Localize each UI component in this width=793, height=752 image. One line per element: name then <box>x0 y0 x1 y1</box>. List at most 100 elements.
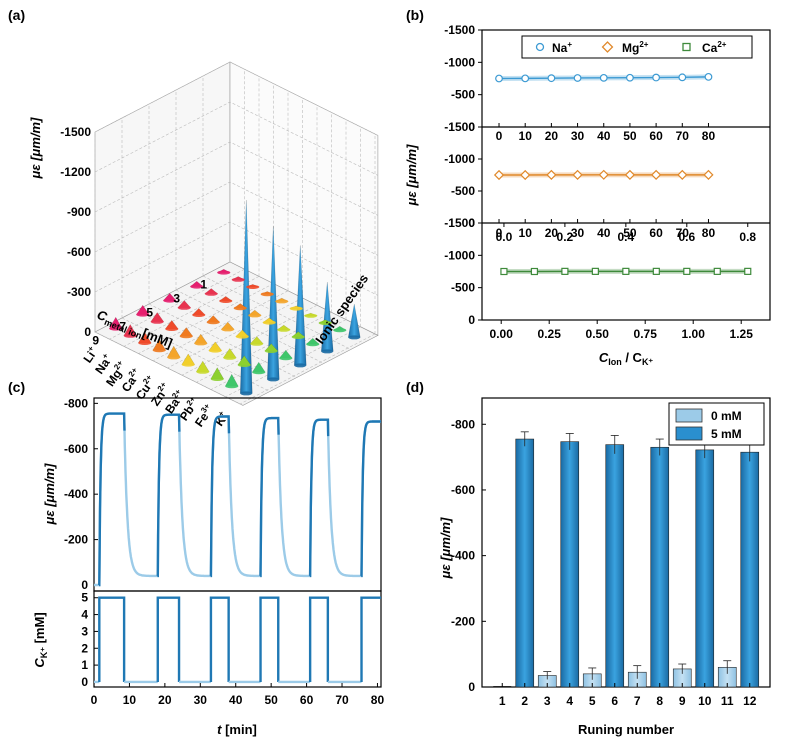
b-point <box>683 267 691 275</box>
a-z-gridline <box>94 141 379 216</box>
a-cone-base <box>237 363 251 367</box>
b-x-tick-label: 0.0 <box>496 230 513 244</box>
b-point <box>493 169 505 181</box>
b-bottom-x-tick-label: 0.75 <box>634 327 658 341</box>
d-x-tick-label: 9 <box>679 694 686 708</box>
d-frame <box>481 397 771 688</box>
b-x-tick-label: 20 <box>545 129 559 143</box>
a-z-tick-label: -1200 <box>60 165 91 179</box>
d-x-tick-label: 4 <box>566 694 573 708</box>
a-cone-base <box>264 349 278 353</box>
b-legend-ca-marker <box>682 42 691 52</box>
a-cone-base <box>348 335 361 340</box>
a-cone-base <box>250 341 264 346</box>
a-cone-base <box>194 341 208 346</box>
c-bottom-y-axis-label: CK⁺ [mM] <box>32 612 49 667</box>
c-x-axis-label: t [min] <box>217 722 257 737</box>
b-point <box>678 73 687 82</box>
a-cone-base <box>221 327 235 332</box>
d-x-tick-label: 3 <box>544 694 551 708</box>
a-cone-base <box>179 334 193 339</box>
a-floor-gridline <box>138 283 274 354</box>
c-pulse-high <box>308 596 330 682</box>
b-x-tick-label: 0 <box>496 129 503 143</box>
b-point <box>744 267 752 275</box>
a-cone-base <box>306 342 320 347</box>
b-point <box>652 267 660 275</box>
b-x-tick-label: 0.8 <box>739 230 756 244</box>
a-z-tick-labels: -1500 -1200 -900 -600 -300 0 <box>60 125 91 339</box>
b-y-tick-label: -1000 <box>444 248 475 262</box>
b-y-tick-label: 0 <box>468 216 475 230</box>
b-x-tick-label: 10 <box>519 129 533 143</box>
c-x-tick-label: 10 <box>123 693 137 707</box>
panel-label-c: (c) <box>8 379 25 395</box>
c-strain-curve-dark <box>360 420 381 578</box>
d-x-axis-label: Runing number <box>578 722 674 737</box>
c-top-y-axis-label: με [μm/m] <box>42 463 57 526</box>
b-point <box>598 169 609 180</box>
a-ion-label-sup: + <box>100 351 110 360</box>
a-cone-base <box>262 320 276 325</box>
a-cone-base <box>190 284 204 289</box>
a-cone-base <box>206 320 220 325</box>
c-strain-curve-dark <box>209 415 231 578</box>
d-legend: 0 mM 5 mM <box>668 402 765 446</box>
a-cone-base <box>217 270 231 275</box>
c-bottom-y-tick-label: 2 <box>81 641 88 655</box>
b-x-tick-label: 80 <box>702 226 716 240</box>
a-ion-label-group: Fe3+ <box>191 402 217 430</box>
d-bar <box>740 451 760 688</box>
b-y-tick-label: -1500 <box>444 216 475 230</box>
a-cone-base <box>150 319 164 324</box>
c-bottom-y-tick-label: 5 <box>81 591 88 605</box>
d-x-tick-label: 8 <box>656 694 663 708</box>
a-floor-gridline <box>167 297 303 369</box>
a-cone-base <box>208 348 222 353</box>
a-floor-gridline <box>239 333 376 405</box>
b-point <box>599 73 608 82</box>
c-top-y-tick-label: 0 <box>81 578 88 592</box>
a-conc-tick-label: 1 <box>200 278 207 292</box>
a-cone-base <box>235 334 249 339</box>
c-x-tick-label: 0 <box>91 693 98 707</box>
a-ion-label: Fe3+ <box>191 402 217 430</box>
a-grid-walls <box>94 61 379 406</box>
a-cone-base <box>304 313 318 318</box>
a-conc-tick-labels: 9 7 5 3 1 <box>92 278 207 348</box>
b-point <box>626 73 634 82</box>
b-point <box>704 72 713 81</box>
b-point <box>561 267 569 275</box>
a-conc-tick-label: 7 <box>119 320 126 334</box>
a-cone-base <box>231 277 245 282</box>
a-cone-base <box>204 291 218 296</box>
b-point <box>495 74 503 83</box>
b-bottom-x-tick-label: 0.00 <box>490 327 514 341</box>
a-cone-base <box>279 356 293 361</box>
b-point <box>651 169 662 180</box>
c-x-tick-label: 30 <box>194 693 208 707</box>
b-bottom-x-tick-label: 0.50 <box>586 327 610 341</box>
a-z-tick-label: -1500 <box>60 125 91 139</box>
d-bar <box>695 449 715 688</box>
b-y-tick-label: -1000 <box>444 152 475 166</box>
c-strain-curve-light <box>94 412 381 587</box>
b-legend: Na+ Mg2+ Ca2+ <box>521 35 753 59</box>
b-x-axis-label: CIon / CK⁺ <box>599 350 654 367</box>
panel-b-chart: -1500 -1000 -500 0 0 10 20 30 40 50 60 70 80 -1500 -10… <box>404 23 771 367</box>
a-conc-tick-label: 9 <box>92 334 99 348</box>
b-point <box>520 169 531 181</box>
d-legend-5mm-label: 5 mM <box>711 427 742 441</box>
a-ion-label-sup: + <box>216 409 226 418</box>
a-conc-tick-label: 3 <box>173 292 180 306</box>
a-cone-base <box>240 391 253 396</box>
b-y-tick-label: 0 <box>468 313 475 327</box>
c-x-tick-label: 40 <box>229 693 243 707</box>
a-cone-base <box>167 355 181 360</box>
b-y-axis-label: με [μm/m] <box>404 144 419 207</box>
a-cones <box>108 200 361 396</box>
b-x-tick-label: 30 <box>571 129 585 143</box>
